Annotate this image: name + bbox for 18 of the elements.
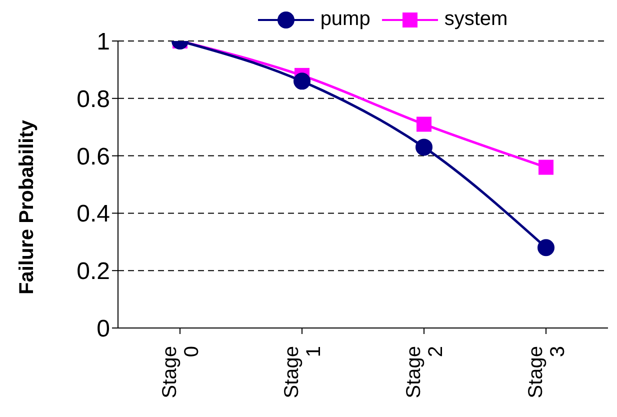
point [538,160,554,175]
y-axis-title: Failure Probability [16,119,38,294]
x-tick-label: Stage 1 [281,346,325,398]
x-tick-label: Stage 3 [525,346,569,398]
y-tick-label: 0.4 [76,200,110,228]
y-tick-label: 0.8 [76,86,110,113]
x-tick-label: Stage 0 [159,346,203,398]
x-tick-label: Stage 2 [403,346,447,398]
point [294,72,310,90]
y-tick-label: 0.2 [76,258,110,286]
y-tick-label: 0 [96,316,110,343]
point [538,239,554,256]
point [416,138,432,156]
legend-label: system [444,8,508,31]
y-tick-label: 0.6 [76,143,110,170]
y-tick-label: 1 [96,28,110,56]
point [416,116,432,132]
legend-label: pump [320,8,370,31]
